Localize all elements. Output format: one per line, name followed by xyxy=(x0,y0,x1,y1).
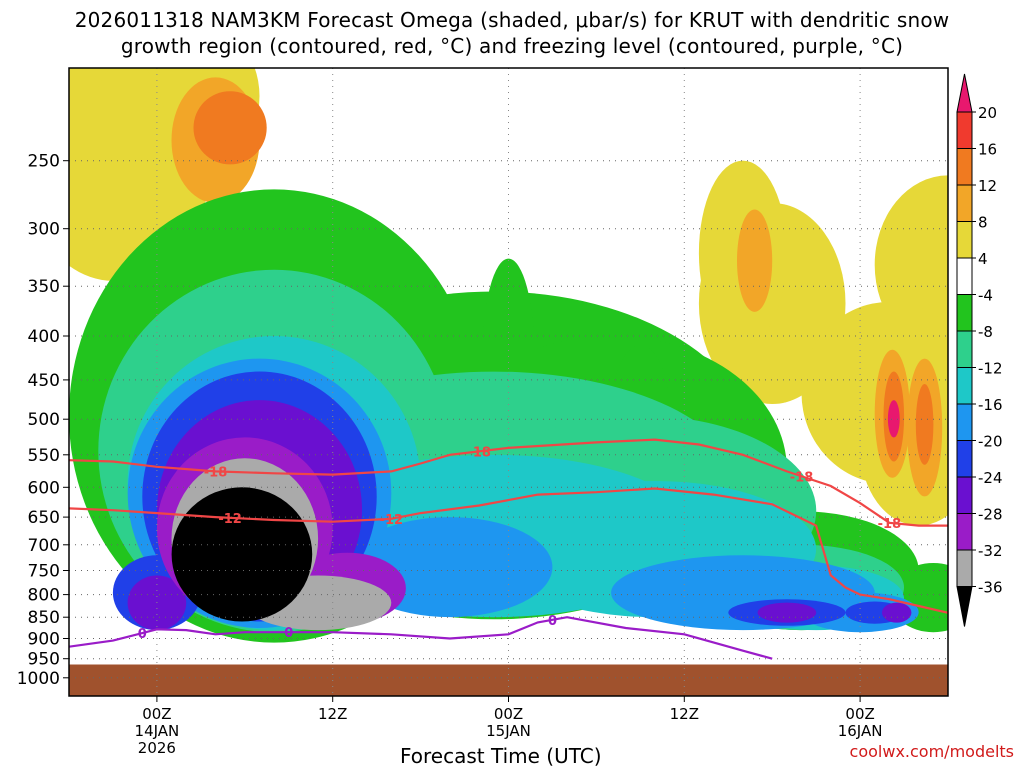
x-tick-label-0-1: 14JAN xyxy=(135,722,180,740)
x-tick-label-48-0: 00Z xyxy=(845,705,874,723)
y-tick-label-800: 800 xyxy=(28,586,60,606)
colorbar-swatch-9 xyxy=(956,403,973,441)
y-tick-label-500: 500 xyxy=(28,410,60,430)
colorbar-swatch-7 xyxy=(956,330,973,368)
contour-label-1-1: -12 xyxy=(380,513,404,528)
omega-region-12-3 xyxy=(915,384,934,465)
colorbar-label-7: -12 xyxy=(978,360,1003,378)
contour-label-0-3: -18 xyxy=(878,517,902,532)
x-tick-label-48-1: 16JAN xyxy=(838,722,883,740)
colorbar-swatch-13 xyxy=(956,549,973,587)
contour-label-0-0: -18 xyxy=(204,465,228,480)
colorbar-swatch-2 xyxy=(956,148,973,186)
y-tick-label-750: 750 xyxy=(28,562,60,582)
colorbar-top-arrow xyxy=(956,73,973,113)
colorbar-label-12: -32 xyxy=(978,542,1003,560)
omega-region-neg24-3 xyxy=(882,602,912,623)
colorbar-swatch-11 xyxy=(956,476,973,514)
omega-region-8-2 xyxy=(737,209,773,312)
colorbar-label-0: 20 xyxy=(978,104,997,122)
y-tick-label-650: 650 xyxy=(28,508,60,528)
colorbar-label-13: -36 xyxy=(978,579,1003,597)
y-tick-label-250: 250 xyxy=(28,152,60,172)
colorbar-bottom-arrow xyxy=(956,586,973,627)
y-tick-label-350: 350 xyxy=(28,277,60,297)
site-credit[interactable]: coolwx.com/modelts xyxy=(849,742,1014,761)
colorbar-swatch-12 xyxy=(956,513,973,551)
x-tick-label-36-0: 12Z xyxy=(670,705,699,723)
contour-label-2-0: 0 xyxy=(138,627,147,642)
x-tick-label-0-0: 00Z xyxy=(142,705,171,723)
contour-label-1-0: -12 xyxy=(218,512,242,527)
omega-region-12-0 xyxy=(193,91,267,165)
colorbar-swatch-1 xyxy=(956,111,973,149)
y-tick-label-300: 300 xyxy=(28,220,60,240)
pressure-axis: 2503003504004505005506006507007508008509… xyxy=(17,152,69,689)
contour-layer: -18 -18 -18 -18 -12 -12 0 0 0 xyxy=(69,438,948,660)
colorbar-swatch-4 xyxy=(956,221,973,259)
contour-label-0-2: -18 xyxy=(790,470,814,485)
omega-colorbar: 20 16 12 8 4 -4 -8 -12 -16 -20 -24 -28 -32 -36 xyxy=(956,73,1003,627)
omega-region-neg36-0 xyxy=(171,487,313,622)
y-tick-label-950: 950 xyxy=(28,650,60,670)
colorbar-label-6: -8 xyxy=(978,323,993,341)
colorbar-label-4: 4 xyxy=(978,250,988,268)
x-tick-label-24-0: 00Z xyxy=(494,705,523,723)
colorbar-label-5: -4 xyxy=(978,287,993,305)
colorbar-swatch-6 xyxy=(956,294,973,332)
contour-label-2-1: 0 xyxy=(284,626,293,641)
colorbar-label-1: 16 xyxy=(978,141,997,159)
y-tick-label-600: 600 xyxy=(28,478,60,498)
colorbar-label-11: -28 xyxy=(978,506,1003,524)
colorbar-label-8: -16 xyxy=(978,396,1003,414)
colorbar-swatch-10 xyxy=(956,440,973,478)
contour-label-2-2: 0 xyxy=(548,614,557,629)
omega-region-4-2 xyxy=(83,68,172,287)
y-tick-label-550: 550 xyxy=(28,446,60,466)
colorbar-swatch-5 xyxy=(956,257,973,295)
colorbar-label-10: -24 xyxy=(978,469,1003,487)
chart-title-line-1: 2026011318 NAM3KM Forecast Omega (shaded… xyxy=(74,8,950,32)
colorbar-label-2: 12 xyxy=(978,177,997,195)
contour-label-0-1: -18 xyxy=(467,445,491,460)
omega-shading-layer xyxy=(69,68,948,643)
x-tick-label-0-2: 2026 xyxy=(138,739,176,757)
y-tick-label-900: 900 xyxy=(28,630,60,650)
colorbar-swatch-8 xyxy=(956,367,973,405)
colorbar-label-3: 8 xyxy=(978,214,988,232)
contour-2 xyxy=(69,616,773,660)
x-axis-title: Forecast Time (UTC) xyxy=(400,744,602,768)
x-tick-label-12-0: 12Z xyxy=(318,705,347,723)
grid-lines xyxy=(69,68,948,696)
omega-region-neg24-2 xyxy=(757,602,817,623)
contour-1 xyxy=(69,487,948,614)
y-tick-label-700: 700 xyxy=(28,536,60,556)
chart-title-line-2: growth region (contoured, red, °C) and f… xyxy=(120,34,904,58)
x-tick-label-24-1: 15JAN xyxy=(486,722,531,740)
y-tick-label-1000: 1000 xyxy=(17,669,60,689)
contour-0 xyxy=(69,438,948,527)
omega-region-20-0 xyxy=(887,400,900,438)
y-tick-label-850: 850 xyxy=(28,608,60,628)
y-tick-label-450: 450 xyxy=(28,371,60,391)
colorbar-label-9: -20 xyxy=(978,433,1003,451)
colorbar-swatch-3 xyxy=(956,184,973,222)
y-tick-label-400: 400 xyxy=(28,327,60,347)
